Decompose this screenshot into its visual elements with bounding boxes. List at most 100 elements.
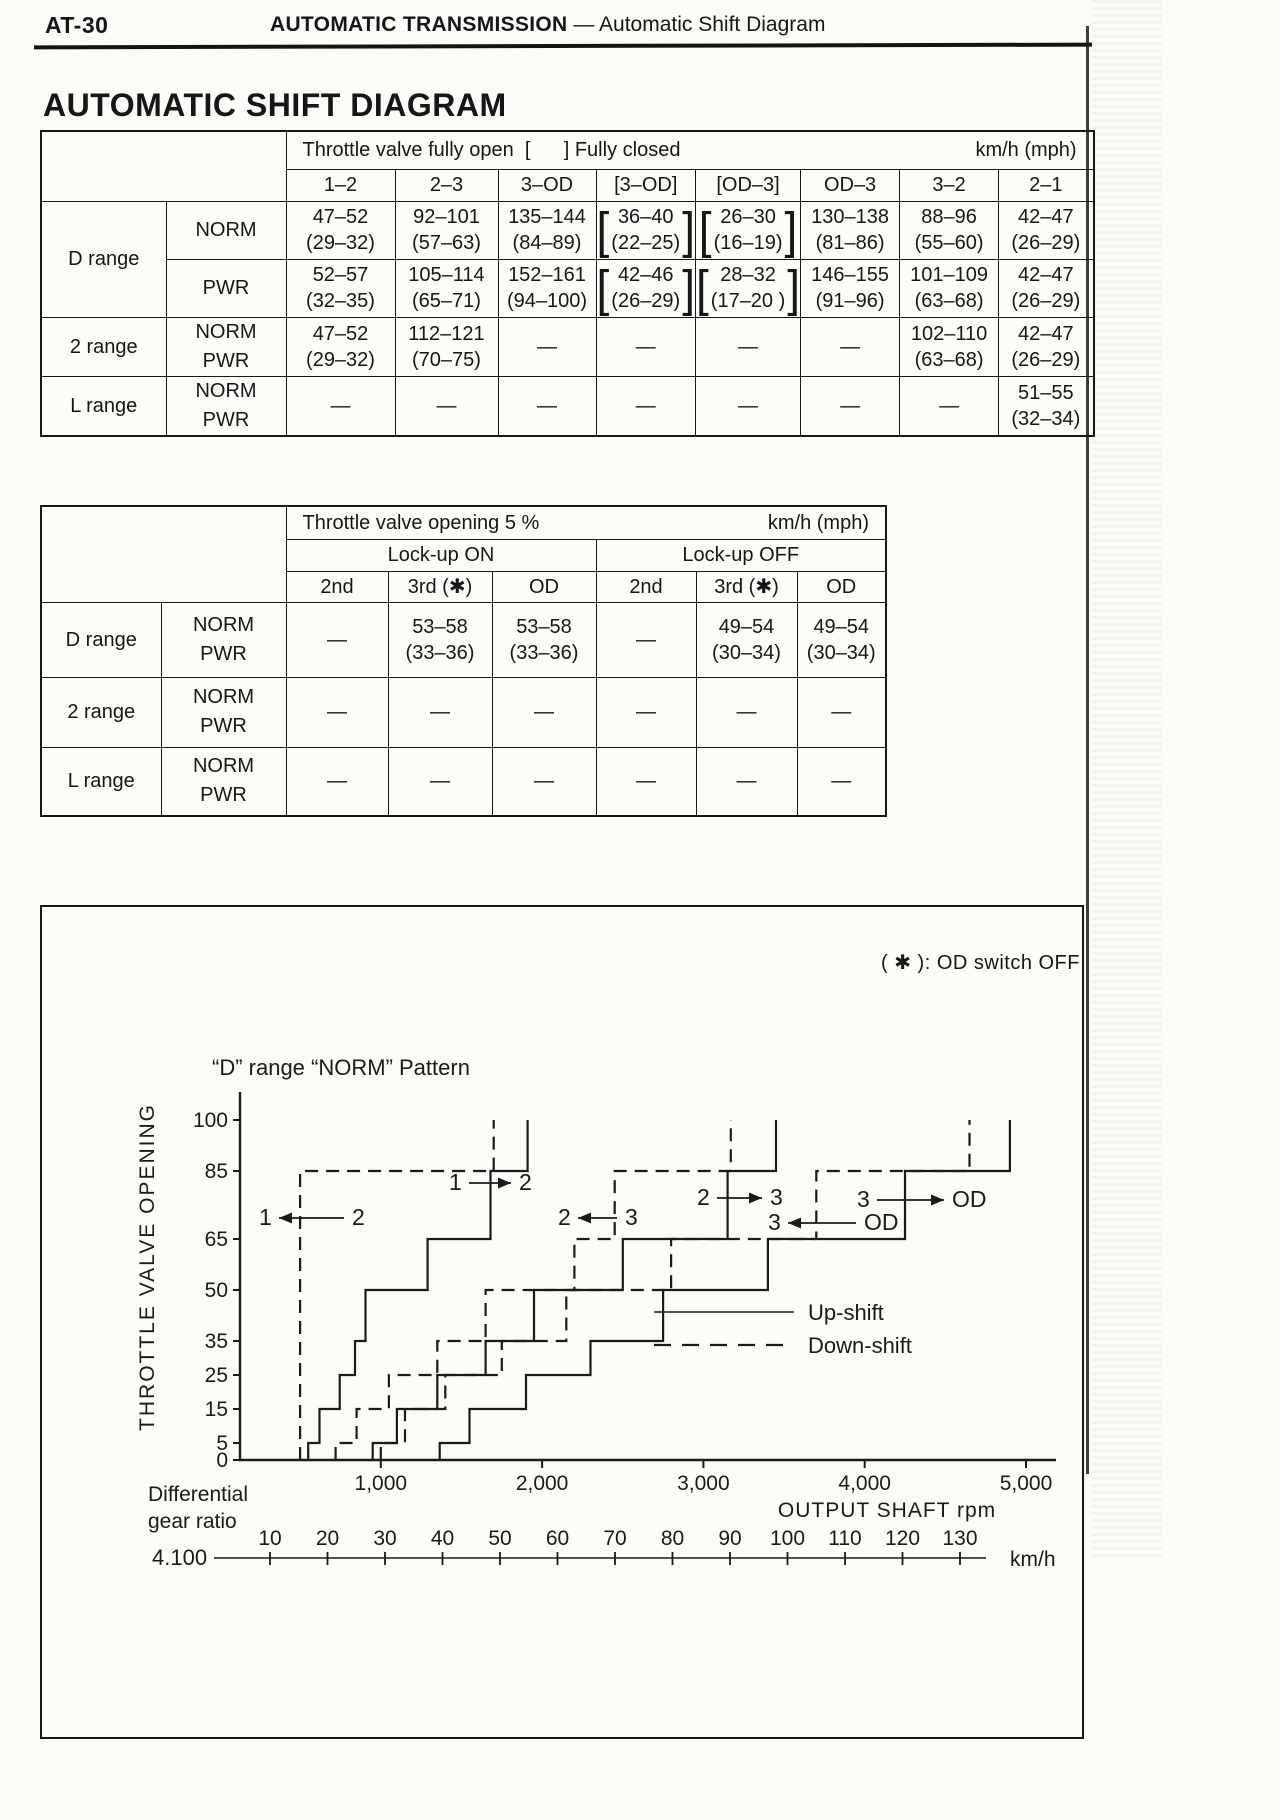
table-cell: 49–54 (30–34) [796, 601, 887, 678]
table-cell: 105–114 (65–71) [394, 258, 499, 318]
kmh-tick-label: 80 [661, 1527, 684, 1550]
table-cell: 92–101 (57–63) [394, 200, 499, 260]
cell-value: 53–58 (33–36) [509, 615, 579, 664]
cell-value: — [537, 335, 557, 358]
shift-annotation-text: OD [952, 1186, 987, 1212]
kmh-tick-label: 50 [488, 1527, 511, 1550]
cell-value: — [436, 394, 457, 417]
arrowhead-left-icon [788, 1217, 801, 1229]
table-cell: — [497, 316, 597, 377]
table-cell: — [595, 676, 697, 748]
column-header: OD [796, 570, 887, 603]
kmh-tick-label: 10 [258, 1527, 281, 1550]
arrowhead-right-icon [749, 1192, 762, 1204]
mode-cell: PWR [165, 258, 287, 318]
cell-value: — [831, 701, 852, 723]
diff-ratio-caption: Differential [148, 1483, 248, 1506]
range-label-cell: 2 range [40, 676, 162, 748]
table-cell: 88–96 (55–60) [899, 200, 1000, 260]
cell-value: 47–52 (29–32) [306, 322, 375, 371]
cell-value: [36–40 (22–25)] [596, 201, 696, 259]
page-title: AUTOMATIC SHIFT DIAGRAM [43, 87, 507, 124]
x-tick-label: 2,000 [516, 1472, 569, 1495]
table-row: PWR 52–57 (32–35) 105–114 (65–71) 152–161 (94–… [41, 258, 1095, 318]
footnote: ( ✱ ): OD switch OFF [881, 952, 1080, 974]
kmh-tick-label: 110 [828, 1527, 861, 1550]
running-header: AUTOMATIC TRANSMISSION — Automatic Shift… [270, 13, 825, 37]
column-header: [3–OD] [595, 168, 696, 202]
column-header: 3–2 [899, 168, 1000, 202]
cell-value: [26–30 (16–19)] [698, 201, 798, 259]
table-cell: 53–58 (33–36) [491, 601, 597, 678]
arrowhead-left-icon [578, 1212, 591, 1224]
downshift-curve-3→2 [334, 1120, 732, 1460]
table-title-left: Throttle valve opening 5 % [302, 511, 540, 534]
cell-value: 102–110 (63–68) [910, 322, 988, 371]
mode-label: NORM PWR [192, 613, 255, 665]
mode-cell: NORM PWR [160, 601, 287, 678]
arrowhead-left-icon [279, 1212, 292, 1224]
x-tick-label: 1,000 [355, 1472, 408, 1495]
table-cell: 53–58 (33–36) [387, 601, 493, 678]
table-cell: — [497, 375, 597, 436]
page-code: AT-30 [45, 12, 109, 38]
cell-value: — [636, 770, 656, 793]
cell-value: 146–155 (91–96) [811, 264, 889, 312]
kmh-tick-label: 130 [942, 1527, 977, 1550]
mode-cell: NORM PWR [165, 316, 287, 377]
table-cell: 47–52 (29–32) [285, 316, 396, 377]
x-tick-label: 5,000 [1000, 1472, 1053, 1495]
shift-annotation-text: 1 [259, 1204, 272, 1230]
column-header: 2–3 [394, 168, 499, 202]
cell-value: [42–46 (26–29)] [596, 259, 696, 317]
table-row: L range NORM PWR — — — — — — [40, 746, 887, 817]
cell-value: — [738, 335, 759, 358]
shift-speed-table-full-throttle: Throttle valve fully open [ ] Fully clos… [40, 130, 1095, 437]
table-cell: 102–110 (63–68) [899, 316, 1000, 377]
table-cell: 47–52 (29–32) [285, 200, 396, 260]
cell-value: — [738, 394, 759, 417]
column-header: 3rd (✱) [695, 570, 798, 603]
shift-speed-table-5pct-throttle: Throttle valve opening 5 % km/h (mph) Lock… [40, 505, 887, 817]
table-cell: 152–161 (94–100) [497, 258, 597, 318]
cell-value: — [636, 628, 656, 651]
cell-value: 105–114 (65–71) [408, 264, 485, 312]
cell-value: — [327, 770, 347, 793]
kmh-tick-label: 60 [546, 1527, 569, 1550]
shift-annotation-text: 3 [770, 1184, 783, 1210]
cell-value: 42–47 (26–29) [1011, 206, 1081, 254]
shift-pattern-chart: “D” range “NORM” Pattern 0 5 15 25 35 50 65 85 10… [40, 905, 1084, 1739]
corner-cell [40, 130, 287, 202]
cell-value: — [736, 770, 757, 793]
cell-value: — [537, 394, 557, 417]
table-cell: — [595, 375, 696, 436]
cell-value: — [327, 628, 347, 651]
group-header-cell: Lock-up OFF [595, 538, 887, 572]
table-cell: — [387, 746, 493, 817]
table-cell: 51–55 (32–34) [998, 375, 1095, 436]
table-title-cell: Throttle valve fully open [ ] Fully clos… [285, 130, 1095, 170]
table-row: D range NORM PWR — 53–58 (33–36) 53–58 (33–36) —… [40, 601, 887, 678]
table-cell: — [595, 316, 696, 377]
column-header-row: 1–2 2–3 3–OD [3–OD] [OD–3] OD–3 3–2 2–1 [41, 168, 1095, 202]
table-cell: — [491, 746, 597, 817]
mode-label: NORM [195, 218, 257, 241]
table-cell: — [800, 375, 901, 436]
table-cell: 42–47 (26–29) [998, 200, 1095, 260]
y-tick-label: 100 [193, 1109, 228, 1132]
cell-value: 51–55 (32–34) [1011, 381, 1081, 430]
cell-value: 49–54 (30–34) [712, 615, 781, 664]
cell-value: — [430, 770, 450, 793]
y-axis-title: THROTTLE VALVE OPENING [136, 1103, 159, 1431]
y-tick-label: 25 [205, 1364, 228, 1387]
cell-value: 135–144 (84–89) [508, 206, 586, 254]
group-header-row: Lock-up ON Lock-up OFF [41, 538, 887, 572]
table-cell: — [796, 746, 887, 817]
cell-value: 42–47 (26–29) [1011, 322, 1081, 371]
legend-upshift-label: Up-shift [808, 1300, 884, 1325]
column-header: 3–OD [497, 168, 597, 202]
shift-annotation-text: 3 [625, 1204, 638, 1230]
legend-downshift-label: Down-shift [808, 1333, 912, 1358]
table-cell: — [694, 316, 802, 377]
table-cell: — [285, 676, 389, 748]
